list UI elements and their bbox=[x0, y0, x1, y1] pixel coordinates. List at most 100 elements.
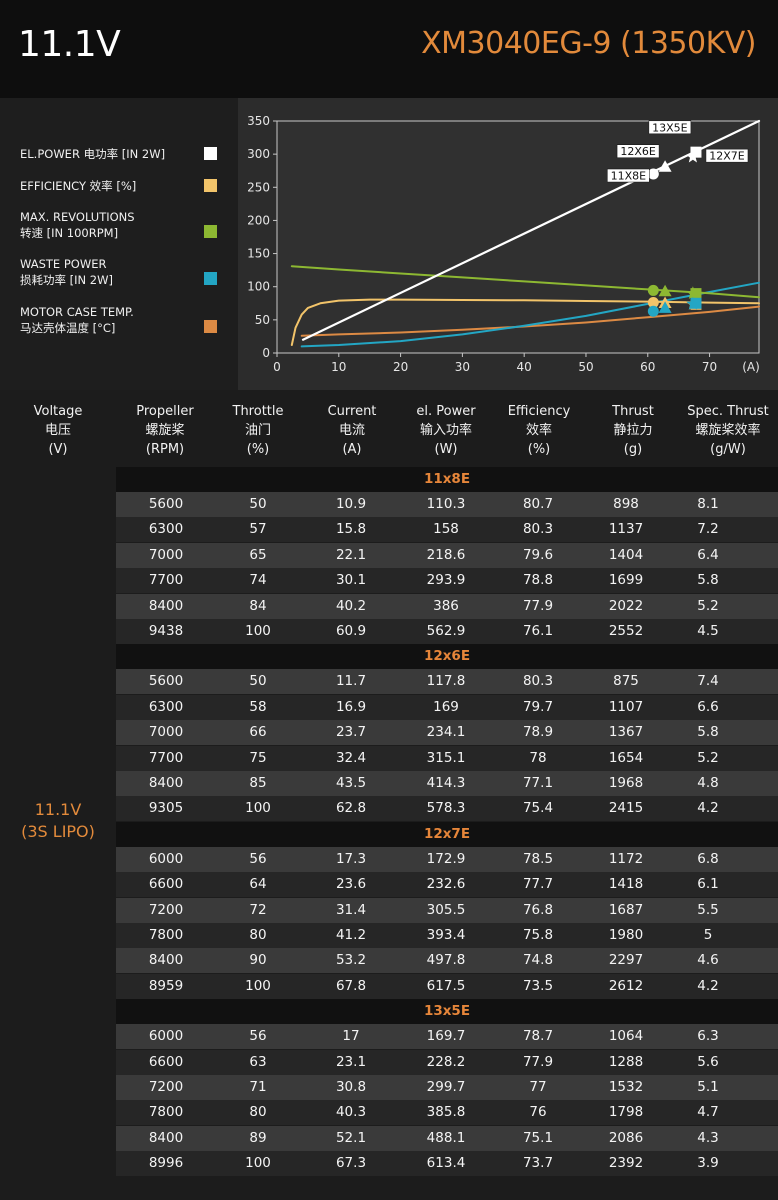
section-header: 11x8E bbox=[116, 467, 778, 492]
table-cell: 32.4 bbox=[335, 749, 367, 766]
table-cell: 8959 bbox=[148, 977, 184, 994]
table-cell: 11.7 bbox=[335, 673, 367, 690]
table-cell: 562.9 bbox=[426, 623, 466, 639]
table-cell: 60.9 bbox=[335, 623, 367, 639]
y-tick-label: 300 bbox=[247, 147, 270, 161]
table-cell: 293.9 bbox=[426, 572, 466, 589]
x-tick-label: 40 bbox=[517, 360, 532, 374]
voltage-title: 11.1V bbox=[18, 24, 121, 65]
table-cell: 4.6 bbox=[697, 952, 719, 969]
table-cell: 6000 bbox=[148, 1028, 184, 1045]
table-cell: 85 bbox=[249, 775, 267, 791]
table-cell: 1107 bbox=[608, 698, 644, 715]
legend-item-efficiency: EFFICIENCY 效率 [%] bbox=[20, 178, 228, 194]
legend-swatch-waste-power bbox=[204, 272, 217, 285]
table-cell: 80.7 bbox=[522, 496, 554, 512]
table-row: 8400 84 40.2 386 77.9 2022 5.2 bbox=[116, 593, 778, 619]
marker-label-box bbox=[607, 168, 650, 183]
table-row: 9305 100 62.8 578.3 75.4 2415 4.2 bbox=[116, 796, 778, 822]
legend-label: MOTOR CASE TEMP. bbox=[20, 305, 134, 319]
table-cell: 2415 bbox=[608, 800, 644, 817]
table-cell: 40.3 bbox=[335, 1104, 367, 1121]
table-row: 6600 64 23.6 232.6 77.7 1418 6.1 bbox=[116, 872, 778, 898]
table-row: 6000 56 17 169.7 78.7 1064 6.3 bbox=[116, 1024, 778, 1050]
table-cell: 497.8 bbox=[426, 952, 466, 969]
table-cell: 52.1 bbox=[335, 1129, 367, 1146]
legend-item-waste-power: WASTE POWER 损耗功率 [IN 2W] bbox=[20, 256, 228, 288]
table-cell: 385.8 bbox=[426, 1104, 466, 1121]
section-header: 13x5E bbox=[116, 999, 778, 1025]
table-cell: 80.3 bbox=[522, 521, 554, 538]
table-cell: 80.3 bbox=[522, 673, 554, 690]
marker-power-12x6e bbox=[658, 160, 672, 172]
table-cell: 1404 bbox=[608, 546, 644, 563]
table-cell: 1687 bbox=[608, 901, 644, 918]
marker-revolutions-11x8e bbox=[647, 284, 659, 296]
table-cell: 2086 bbox=[608, 1129, 644, 1146]
table-cell: 578.3 bbox=[426, 800, 466, 817]
table-cell: 6600 bbox=[148, 876, 184, 893]
table-cell: 100 bbox=[245, 1155, 271, 1172]
table-cell: 56 bbox=[249, 1028, 267, 1045]
legend-label: WASTE POWER bbox=[20, 257, 107, 271]
table-cell: 6.3 bbox=[697, 1028, 719, 1045]
table-cell: 2392 bbox=[608, 1155, 644, 1172]
header-line: 效率 bbox=[525, 423, 552, 438]
legend-swatch-efficiency bbox=[204, 179, 217, 192]
y-tick-label: 150 bbox=[247, 247, 270, 261]
marker-waste-12x6e bbox=[658, 301, 672, 313]
header-line: Efficiency bbox=[507, 404, 571, 419]
header-line: (%) bbox=[246, 442, 270, 457]
header-line: 螺旋桨效率 bbox=[695, 423, 761, 438]
table-cell: 169.7 bbox=[426, 1028, 466, 1045]
table-cell: 3.9 bbox=[697, 1155, 719, 1172]
table-cell: 4.3 bbox=[697, 1129, 719, 1146]
table-cell: 6300 bbox=[148, 698, 184, 715]
table-cell: 7800 bbox=[148, 927, 184, 943]
table-cell: 6300 bbox=[148, 521, 184, 538]
marker-label-box bbox=[648, 120, 692, 135]
table-cell: 76.1 bbox=[522, 623, 554, 639]
marker-power-12x7e bbox=[690, 146, 702, 158]
table-cell: 76 bbox=[529, 1104, 547, 1121]
header-line: (RPM) bbox=[145, 442, 185, 457]
table-cell: 4.2 bbox=[697, 977, 719, 994]
table-cell: 58 bbox=[249, 698, 267, 715]
table-row: 5600 50 10.9 110.3 80.7 898 8.1 bbox=[116, 492, 778, 517]
table-cell: 62.8 bbox=[335, 800, 367, 817]
table-cell: 169 bbox=[433, 698, 459, 715]
table-cell: 5.8 bbox=[697, 572, 719, 589]
table-cell: 23.6 bbox=[335, 876, 367, 893]
table-cell: 488.1 bbox=[426, 1129, 466, 1146]
table-row: 6000 56 17.3 172.9 78.5 1172 6.8 bbox=[116, 846, 778, 872]
series-line-power bbox=[301, 119, 761, 341]
table-cell: 53.2 bbox=[335, 952, 367, 969]
table-cell: 40.2 bbox=[335, 597, 367, 614]
section-header: 12x7E bbox=[116, 821, 778, 847]
y-tick-label: 50 bbox=[255, 313, 270, 327]
table-cell: 6600 bbox=[148, 1053, 184, 1070]
table-cell: 75.8 bbox=[522, 927, 554, 943]
table-cell: 75.4 bbox=[522, 800, 554, 817]
table-row: 6300 57 15.8 158 80.3 1137 7.2 bbox=[116, 517, 778, 543]
table-cell: 1798 bbox=[608, 1104, 644, 1121]
performance-table: Voltage 电压 (V) Propeller 螺旋桨 (RPM) Throt… bbox=[0, 390, 778, 1200]
marker-waste-11x8e bbox=[647, 305, 659, 317]
table-cell: 228.2 bbox=[426, 1053, 466, 1070]
table-cell: 1968 bbox=[608, 775, 644, 791]
table-cell: 10.9 bbox=[335, 496, 367, 512]
header-line: 油门 bbox=[244, 423, 271, 438]
table-cell: 2297 bbox=[608, 952, 644, 969]
table-cell: 57 bbox=[249, 521, 267, 538]
legend-label: EL.POWER 电功率 [IN 2W] bbox=[20, 147, 166, 161]
table-row: 6300 58 16.9 169 79.7 1107 6.6 bbox=[116, 694, 778, 720]
table-cell: 77.9 bbox=[522, 1053, 554, 1070]
table-cell: 50 bbox=[249, 673, 267, 690]
y-tick-label: 350 bbox=[247, 114, 270, 128]
table-cell: 218.6 bbox=[426, 546, 466, 563]
table-cell: 172.9 bbox=[426, 850, 466, 867]
table-cell: 76.8 bbox=[522, 901, 554, 918]
table-row: 7200 72 31.4 305.5 76.8 1687 5.5 bbox=[116, 897, 778, 923]
x-unit-label: (A) bbox=[742, 360, 760, 374]
marker-revolutions-12x6e bbox=[658, 284, 672, 297]
